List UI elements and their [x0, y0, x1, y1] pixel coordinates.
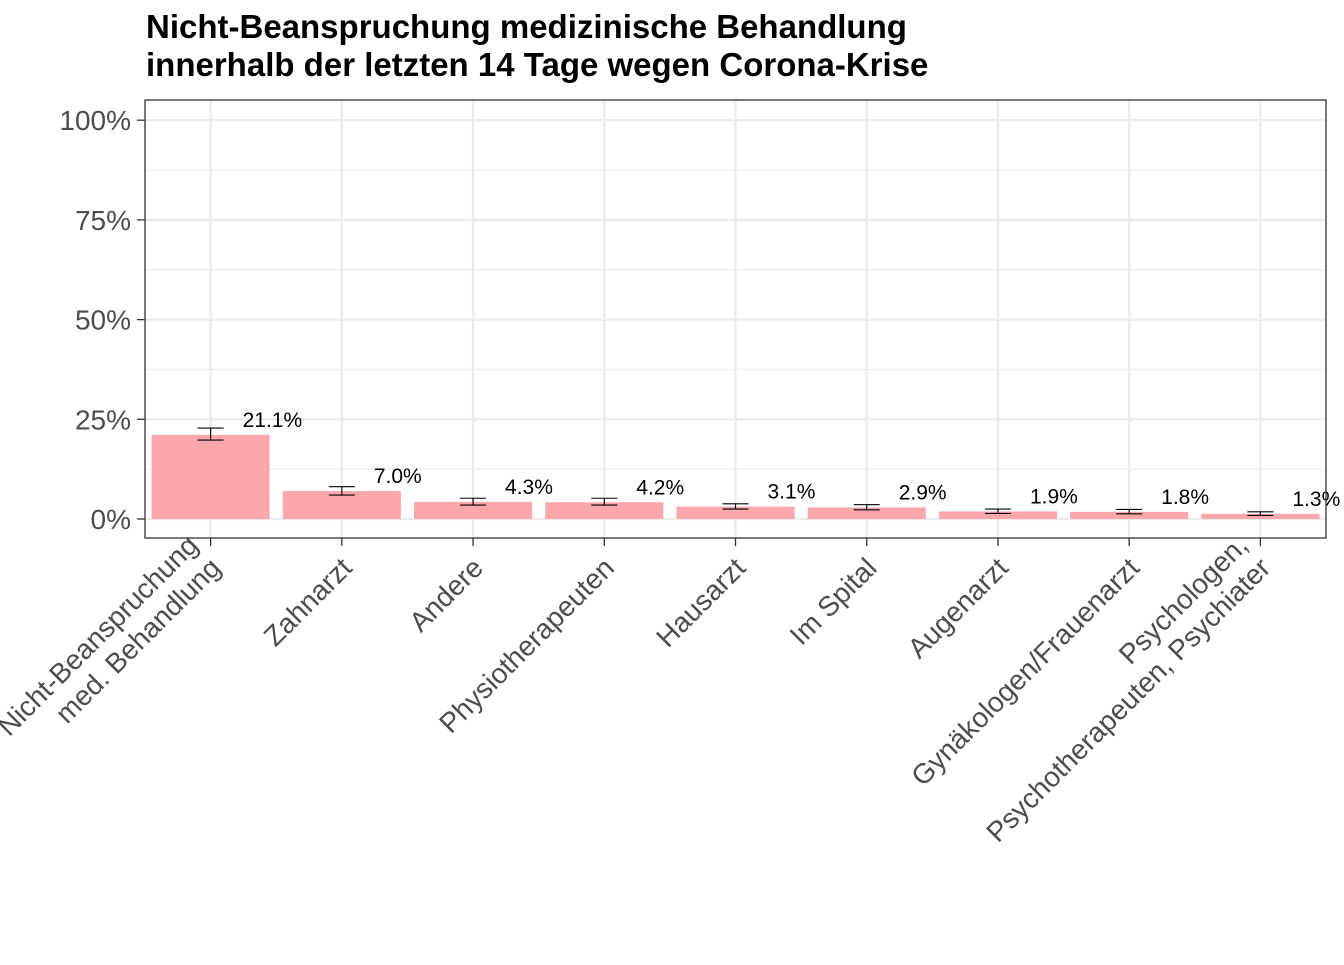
data-label: 4.2%: [636, 476, 684, 499]
error-bar: [722, 503, 749, 510]
error-bar: [197, 427, 224, 441]
bar: [151, 434, 270, 519]
bar: [676, 506, 795, 519]
y-tick-label: 50%: [75, 305, 131, 336]
y-tick-label: 0%: [91, 504, 131, 535]
y-tick-label: 75%: [75, 205, 131, 236]
x-tick-label-line: Augenarzt: [902, 552, 1014, 664]
error-bar: [591, 497, 618, 506]
data-label: 2.9%: [899, 481, 947, 504]
x-tick-label-line: Gynäkologen/Frauenarzt: [905, 552, 1145, 792]
bar: [938, 511, 1057, 519]
error-bar: [1247, 511, 1274, 516]
y-axis: 0% 25% 50% 75% 100%: [59, 105, 145, 535]
x-tick-label-line: Im Spital: [784, 552, 883, 651]
error-bar: [853, 504, 880, 511]
bar: [545, 502, 664, 519]
error-bars: [197, 427, 1274, 516]
x-tick-label: Augenarzt: [902, 552, 1014, 664]
bar: [807, 507, 926, 519]
data-label: 1.3%: [1292, 488, 1340, 511]
y-tick-label: 25%: [75, 404, 131, 435]
data-label: 1.9%: [1030, 485, 1078, 508]
data-label: 1.8%: [1161, 486, 1209, 509]
grid-lines: [145, 100, 1326, 538]
data-label: 21.1%: [243, 409, 303, 432]
error-bar: [460, 497, 487, 506]
x-tick-label: Im Spital: [784, 552, 883, 651]
chart-title: Nicht-Beanspruchung medizinische Behandl…: [146, 8, 928, 83]
x-tick-label-line: Andere: [403, 552, 489, 638]
error-bar: [328, 486, 355, 496]
x-tick-label: Zahnarzt: [258, 552, 358, 652]
data-labels: 21.1% 7.0% 4.3% 4.2% 3.1% 2.9% 1.9% 1.8% 1.3%: [243, 409, 1341, 511]
data-label: 3.1%: [768, 481, 816, 504]
x-tick-label-line: Hausarzt: [650, 552, 751, 653]
error-bar: [1116, 508, 1143, 515]
x-tick-label: Gynäkologen/Frauenarzt: [905, 552, 1145, 792]
x-tick-label-line: Zahnarzt: [258, 552, 358, 652]
bar: [282, 491, 401, 519]
bar: [1201, 513, 1320, 519]
x-tick-label: Hausarzt: [650, 552, 751, 653]
chart-title-line-2: innerhalb der letzten 14 Tage wegen Coro…: [146, 46, 928, 83]
chart-title-line-1: Nicht-Beanspruchung medizinische Behandl…: [146, 8, 907, 45]
data-label: 4.3%: [505, 476, 553, 499]
error-bar: [984, 508, 1011, 514]
x-tick-label-line: Nicht-Beanspruchung: [0, 529, 204, 741]
bar: [1070, 511, 1189, 519]
x-tick-label-line: Psychotherapeuten, Psychiater: [980, 552, 1276, 848]
x-tick-label: Andere: [403, 552, 489, 638]
data-label: 7.0%: [374, 465, 422, 488]
y-tick-label: 100%: [59, 105, 131, 136]
bar: [414, 501, 533, 519]
bars: [151, 434, 1320, 519]
